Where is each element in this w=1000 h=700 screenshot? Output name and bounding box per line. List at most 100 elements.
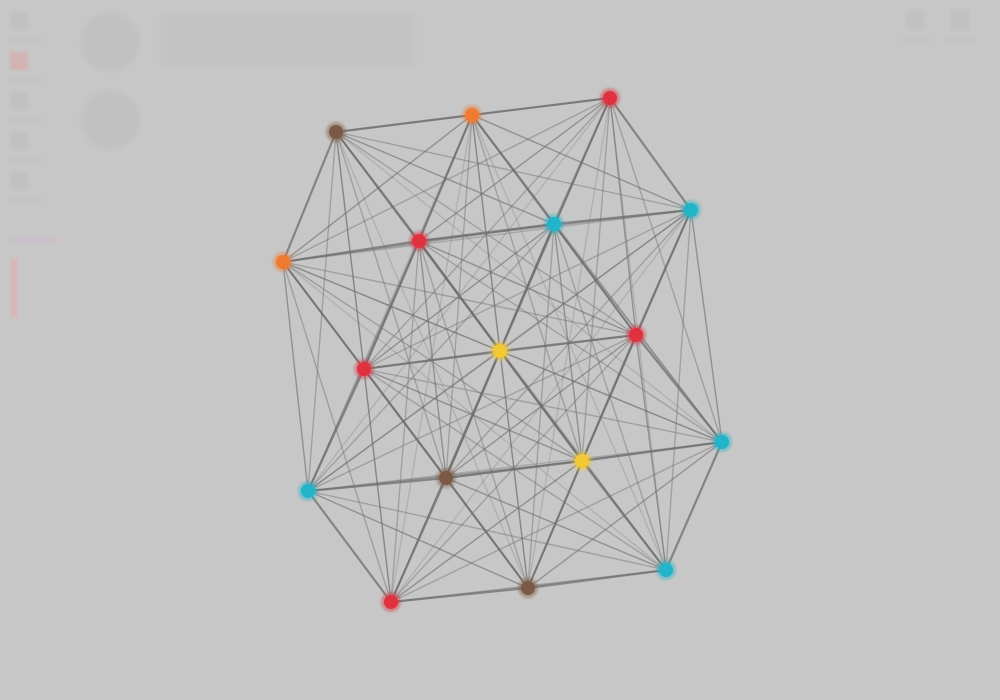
graph-edge [418,97,611,242]
graph-edge [282,261,501,352]
rotation-dial[interactable] [80,12,140,72]
graph-node[interactable] [326,122,346,142]
tool-label [8,118,44,122]
graph-edge [307,334,637,492]
node-dot[interactable] [329,125,343,139]
graph-edge [418,240,637,336]
graph-edge [363,368,583,462]
tool-label [8,158,44,162]
graph-edge [307,490,392,603]
graph-edge [282,97,611,263]
graph-edge [665,209,692,571]
zoom-dial[interactable] [80,90,140,150]
tool-icon[interactable] [10,52,28,70]
graph-edge [664,441,724,571]
control-panel [0,0,170,340]
graph-node[interactable] [656,560,676,580]
node-dot[interactable] [412,234,426,248]
tool-icon[interactable] [10,132,28,150]
tool-label [8,198,44,202]
node-dot[interactable] [301,484,315,498]
graph-edge [335,113,473,134]
graph-node[interactable] [626,325,646,345]
tool-icon[interactable] [10,172,28,190]
graph-edge [335,131,555,225]
fullscreen-icon[interactable] [950,10,970,30]
node-dot[interactable] [715,435,729,449]
graph-node[interactable] [490,341,510,361]
graph-edge [282,239,420,264]
graph-node[interactable] [681,200,701,220]
graph-node[interactable] [381,592,401,612]
graph-edge [282,261,309,492]
node-dot[interactable] [439,471,453,485]
node-dot[interactable] [465,108,479,122]
graph-nodes[interactable] [273,88,732,612]
graph-edge [282,261,583,462]
graph-node[interactable] [518,578,538,598]
graph-edge [418,240,723,443]
graph-edge [390,240,420,603]
tool-label [8,78,44,82]
tool-label [8,38,44,42]
graph-edge [609,97,723,443]
graph-edge [581,460,667,571]
graph-edge [335,131,723,443]
graph-edge [499,350,723,443]
graph-node[interactable] [409,231,429,251]
graph-edge [307,476,447,493]
graph-edge [307,131,337,492]
node-dot[interactable] [684,203,698,217]
node-dot[interactable] [659,563,673,577]
node-dot[interactable] [521,581,535,595]
graph-edge [307,490,529,589]
graph-node[interactable] [572,451,592,471]
graph-edge [307,368,365,492]
graph-node[interactable] [462,105,482,125]
graph-edge [635,334,723,443]
node-dot[interactable] [629,328,643,342]
graph-edge [307,223,555,492]
tool-icon[interactable] [10,92,28,110]
graph-edge [363,349,501,371]
node-dot[interactable] [276,255,290,269]
graph-node[interactable] [436,468,456,488]
graph-edge [282,209,692,263]
graph-edge [335,131,365,370]
graph-edge [363,368,723,443]
graph-node[interactable] [273,252,293,272]
graph-edge [390,114,473,603]
graph-node[interactable] [544,214,564,234]
info-box [160,12,415,67]
graph-edge [445,477,529,589]
node-dot[interactable] [547,217,561,231]
node-dot[interactable] [384,595,398,609]
graph-edge [390,586,529,604]
legend-bar [10,258,18,318]
graph-edge [609,97,692,211]
graph-edge [471,114,692,211]
graph-edge [282,261,637,336]
graph-edge [363,209,692,370]
settings-icon[interactable] [905,10,925,30]
tool-icon[interactable] [10,12,28,30]
graph-edges [281,96,724,604]
graph-edge [281,131,338,263]
graph-node[interactable] [600,88,620,108]
graph-node[interactable] [712,432,732,452]
graph-edge [282,261,392,603]
graph-edge [307,490,667,571]
node-dot[interactable] [357,362,371,376]
node-dot[interactable] [603,91,617,105]
settings-label [902,38,930,42]
node-dot[interactable] [575,454,589,468]
graph-edge [690,209,723,443]
legend-label [10,238,56,242]
graph-node[interactable] [354,359,374,379]
graph-node[interactable] [298,481,318,501]
node-dot[interactable] [493,344,507,358]
graph-edge [335,131,692,211]
fullscreen-label [947,38,975,42]
